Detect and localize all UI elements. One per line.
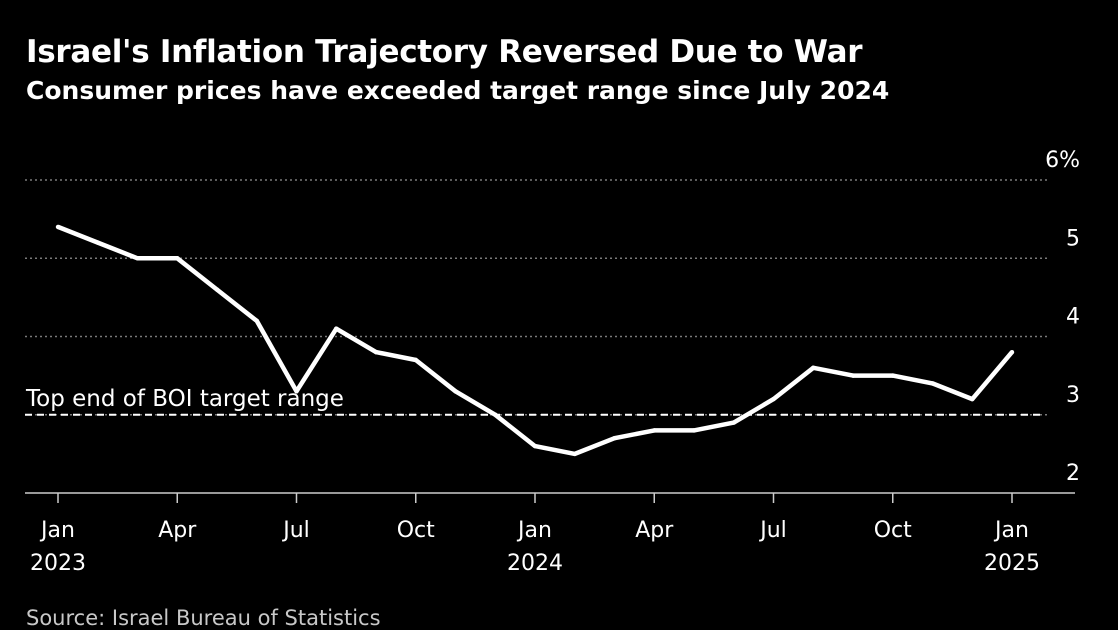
y-tick-label: 3	[1066, 383, 1080, 408]
data-point	[652, 428, 657, 433]
x-tick-year-label: 2023	[30, 551, 86, 576]
series-line-cpi	[57, 224, 1014, 457]
data-point	[294, 389, 299, 394]
y-tick-label: 5	[1066, 226, 1080, 251]
series-group	[55, 224, 1015, 457]
data-point	[811, 365, 816, 370]
x-tick-label: Apr	[158, 518, 197, 543]
reference-line-group: Top end of BOI target range	[25, 386, 1042, 416]
x-axis: Jan 2023 Apr Jul Oct Jan 2024 Apr Jul Oct Jan 2025	[25, 492, 1075, 576]
y-tick-label: 4	[1066, 305, 1080, 330]
data-point	[135, 256, 140, 261]
line-chart: Top end of BOI target range Jan 2023 Apr Ju…	[25, 148, 1080, 576]
data-point	[254, 318, 259, 324]
data-point	[930, 381, 935, 386]
data-point	[612, 436, 617, 441]
data-point	[850, 373, 856, 378]
data-point	[55, 224, 61, 230]
data-point	[175, 256, 180, 261]
x-tick-label: Oct	[397, 518, 435, 543]
data-point	[1009, 349, 1015, 355]
data-point	[890, 373, 895, 378]
x-tick-label: Jan	[39, 518, 75, 543]
data-point	[334, 326, 339, 331]
x-tick-label: Jul	[281, 518, 310, 543]
chart-subtitle: Consumer prices have exceeded target ran…	[26, 76, 890, 105]
y-axis-labels: 2 3 4 5 6%	[1045, 148, 1080, 486]
data-point	[771, 396, 776, 402]
data-point	[373, 349, 379, 355]
data-point	[691, 428, 697, 433]
data-point	[453, 389, 458, 394]
y-tick-label: 6%	[1045, 148, 1080, 173]
data-point	[493, 412, 498, 417]
source-note: Source: Israel Bureau of Statistics	[26, 606, 381, 630]
data-point	[731, 420, 736, 425]
data-point	[214, 287, 220, 292]
grid-lines	[25, 179, 1048, 416]
data-point	[413, 357, 418, 363]
x-tick-label: Oct	[874, 518, 912, 543]
data-point	[95, 240, 100, 245]
x-tick-year-label: 2025	[984, 551, 1040, 576]
x-tick-label: Apr	[635, 518, 674, 543]
chart-title: Israel's Inflation Trajectory Reversed D…	[26, 34, 863, 70]
x-tick-year-label: 2024	[507, 551, 563, 576]
y-tick-label: 2	[1066, 461, 1080, 486]
x-tick-label: Jul	[758, 518, 787, 543]
x-tick-label: Jan	[993, 518, 1029, 543]
data-point	[970, 396, 975, 402]
data-point	[572, 451, 577, 457]
reference-line-label: Top end of BOI target range	[25, 386, 344, 412]
data-point	[532, 443, 538, 449]
x-tick-label: Jan	[516, 518, 552, 543]
